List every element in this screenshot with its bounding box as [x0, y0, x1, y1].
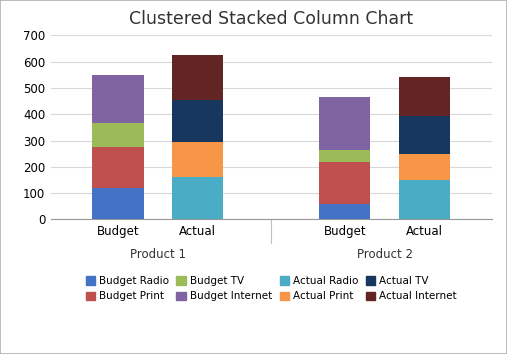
Bar: [319, 162, 371, 204]
Text: Product 1: Product 1: [130, 249, 186, 261]
Legend: Budget Radio, Budget Print, Budget TV, Budget Internet, Actual Radio, Actual Pri: Budget Radio, Budget Print, Budget TV, B…: [86, 276, 457, 302]
Bar: [172, 55, 224, 100]
Bar: [319, 97, 371, 150]
Title: Clustered Stacked Column Chart: Clustered Stacked Column Chart: [129, 10, 413, 28]
Bar: [92, 188, 144, 219]
Bar: [319, 204, 371, 219]
Bar: [319, 150, 371, 162]
Bar: [399, 78, 450, 116]
Bar: [399, 154, 450, 180]
Bar: [172, 142, 224, 177]
Text: Product 2: Product 2: [356, 249, 413, 261]
Bar: [172, 177, 224, 219]
Bar: [399, 116, 450, 154]
Bar: [92, 75, 144, 124]
Bar: [92, 147, 144, 188]
Bar: [92, 124, 144, 147]
Bar: [399, 180, 450, 219]
Bar: [172, 100, 224, 142]
